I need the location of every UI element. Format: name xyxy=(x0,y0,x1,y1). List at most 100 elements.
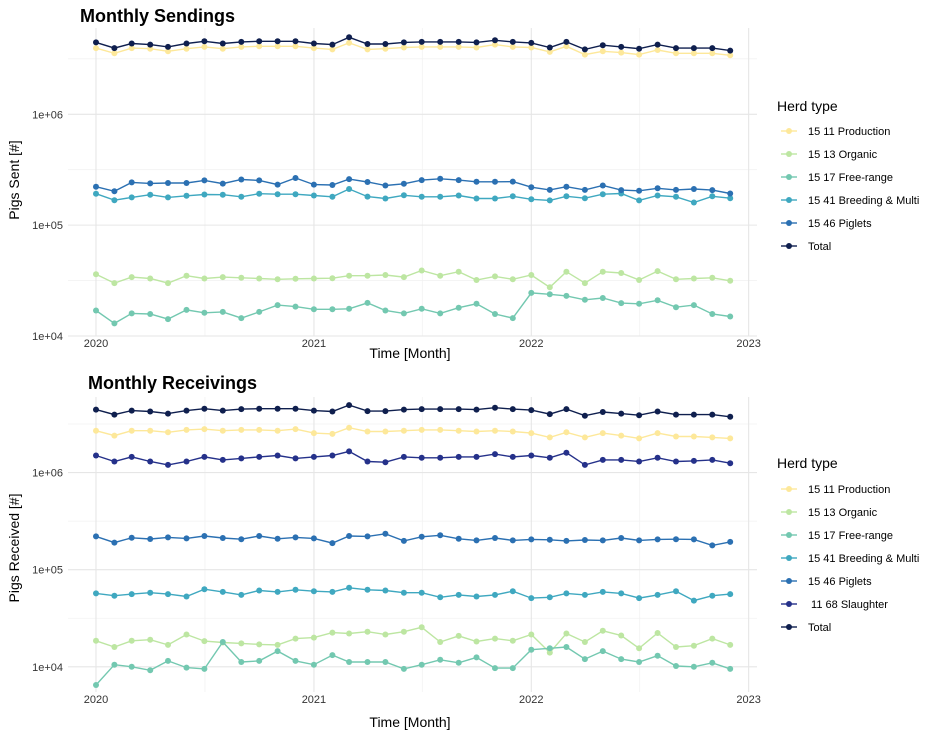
data-point xyxy=(727,52,734,59)
data-point xyxy=(128,40,135,47)
data-point xyxy=(528,44,535,51)
legend-label: 15 41 Breeding & Multi xyxy=(808,195,919,207)
data-point xyxy=(673,411,679,418)
series-4 xyxy=(93,530,734,549)
data-point xyxy=(364,586,371,593)
data-point xyxy=(400,192,407,199)
data-point xyxy=(528,646,535,653)
data-point xyxy=(165,591,171,598)
legend-title: Herd type xyxy=(777,98,838,114)
data-point xyxy=(201,533,208,539)
legend-item: 15 46 Piglets xyxy=(781,576,872,588)
data-point xyxy=(492,273,498,280)
data-point xyxy=(546,434,553,441)
data-point xyxy=(727,591,734,598)
data-point xyxy=(581,195,588,202)
data-point xyxy=(346,424,353,431)
data-point xyxy=(492,451,498,458)
data-point xyxy=(147,536,154,542)
data-point xyxy=(400,310,407,317)
data-point xyxy=(201,405,208,412)
legend-label: 15 13 Organic xyxy=(808,507,878,519)
data-point xyxy=(165,280,171,287)
data-point xyxy=(400,589,407,596)
data-point xyxy=(310,40,317,47)
data-point xyxy=(509,665,516,672)
data-point xyxy=(93,45,99,52)
data-point xyxy=(201,191,208,198)
data-point xyxy=(382,428,389,435)
data-point xyxy=(473,537,480,544)
data-point xyxy=(346,176,353,183)
data-point xyxy=(329,46,336,53)
data-point xyxy=(618,49,625,56)
data-point xyxy=(546,645,553,652)
data-point xyxy=(219,40,226,47)
data-point xyxy=(274,38,281,45)
data-point xyxy=(219,535,226,541)
series-line xyxy=(95,42,731,56)
sendings-panel: Monthly Sendings Time [Month] Pigs Sent … xyxy=(6,6,919,361)
data-point xyxy=(111,432,118,439)
data-point xyxy=(581,591,588,598)
data-point xyxy=(219,191,226,198)
data-point xyxy=(690,457,697,464)
data-point xyxy=(455,406,462,413)
data-point xyxy=(128,427,135,434)
data-point xyxy=(256,453,263,460)
data-point xyxy=(165,534,171,541)
data-point xyxy=(219,180,226,187)
data-point xyxy=(201,38,208,45)
x-tick-label: 2020 xyxy=(84,694,108,706)
data-point xyxy=(509,178,516,185)
data-point xyxy=(292,43,299,50)
data-point xyxy=(418,43,425,50)
x-axis-title: Time [Month] xyxy=(369,714,450,730)
data-point xyxy=(183,664,190,671)
data-point xyxy=(546,44,553,51)
y-tick-label: 1e+04 xyxy=(32,331,63,343)
x-tick-label: 2021 xyxy=(302,694,326,706)
data-point xyxy=(364,272,371,279)
data-point xyxy=(238,455,245,462)
data-point xyxy=(400,44,407,51)
data-point xyxy=(165,180,171,186)
x-tick-label: 2020 xyxy=(84,338,108,350)
data-point xyxy=(256,533,263,539)
data-point xyxy=(636,645,643,652)
data-point xyxy=(509,315,516,322)
data-point xyxy=(111,320,118,327)
legend-item: Total xyxy=(781,241,831,253)
data-point xyxy=(183,426,190,433)
data-point xyxy=(437,175,444,182)
data-point xyxy=(563,268,570,275)
data-point xyxy=(364,533,371,540)
data-point xyxy=(382,530,389,537)
data-point xyxy=(93,590,99,597)
data-point xyxy=(364,41,371,47)
legend-label: Total xyxy=(808,622,831,634)
legend-title: Herd type xyxy=(777,455,838,471)
data-point xyxy=(256,587,263,594)
data-point xyxy=(364,408,371,415)
x-axis-title: Time [Month] xyxy=(369,345,450,361)
data-point xyxy=(201,177,208,184)
data-point xyxy=(599,588,606,595)
data-point xyxy=(528,196,535,203)
data-point xyxy=(654,185,661,192)
data-point xyxy=(310,588,317,595)
data-point xyxy=(329,306,336,313)
data-point xyxy=(528,595,535,602)
legend-key-point xyxy=(786,128,792,134)
legend-item: 15 11 Production xyxy=(781,484,890,496)
data-point xyxy=(256,43,263,50)
series-3 xyxy=(93,584,734,604)
legend-key-point xyxy=(786,174,792,180)
data-point xyxy=(473,39,480,46)
data-point xyxy=(111,458,118,465)
y-axis-title: Pigs Received [#] xyxy=(6,494,22,603)
data-point xyxy=(93,637,99,644)
data-point xyxy=(400,427,407,434)
data-point xyxy=(581,656,588,663)
data-point xyxy=(310,453,317,460)
